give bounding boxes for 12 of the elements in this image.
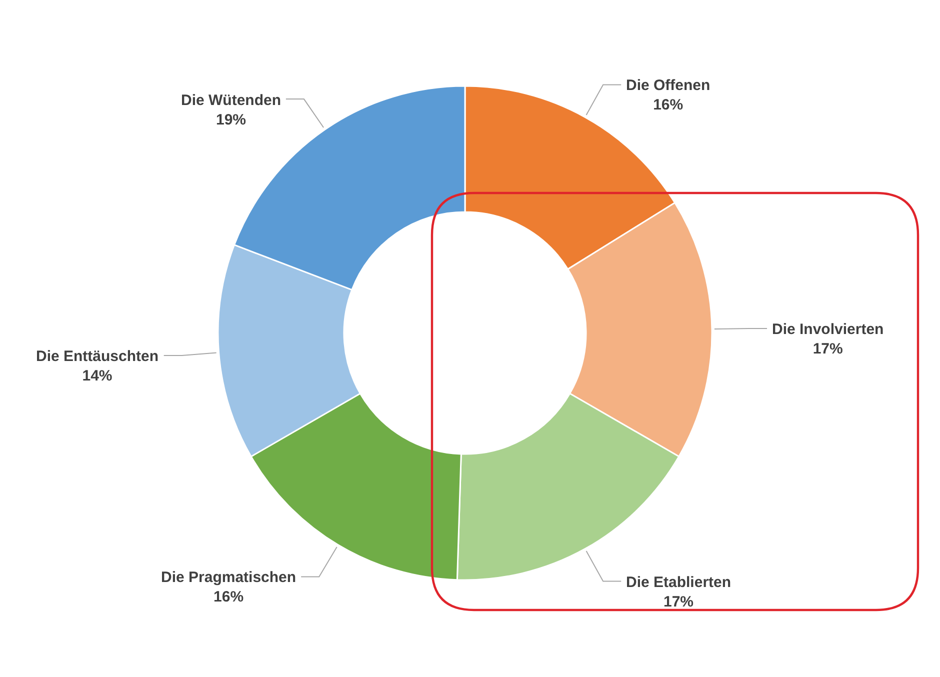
slice-label: Die Offenen: [626, 77, 710, 94]
data-label: 16%: [214, 588, 244, 606]
slice-label: Die Involvierten: [772, 321, 884, 338]
slice-label: Die Pragmatischen: [161, 569, 296, 586]
slice-label: Die Wütenden: [181, 92, 281, 109]
slice-label: Die Etablierten: [626, 574, 732, 591]
data-label: 17%: [812, 340, 843, 358]
data-label: 16%: [653, 96, 684, 114]
slice-label: Die Enttäuschten: [36, 348, 159, 365]
data-label: 19%: [216, 112, 246, 128]
data-label: 17%: [664, 594, 694, 610]
data-label: 14%: [82, 368, 112, 384]
